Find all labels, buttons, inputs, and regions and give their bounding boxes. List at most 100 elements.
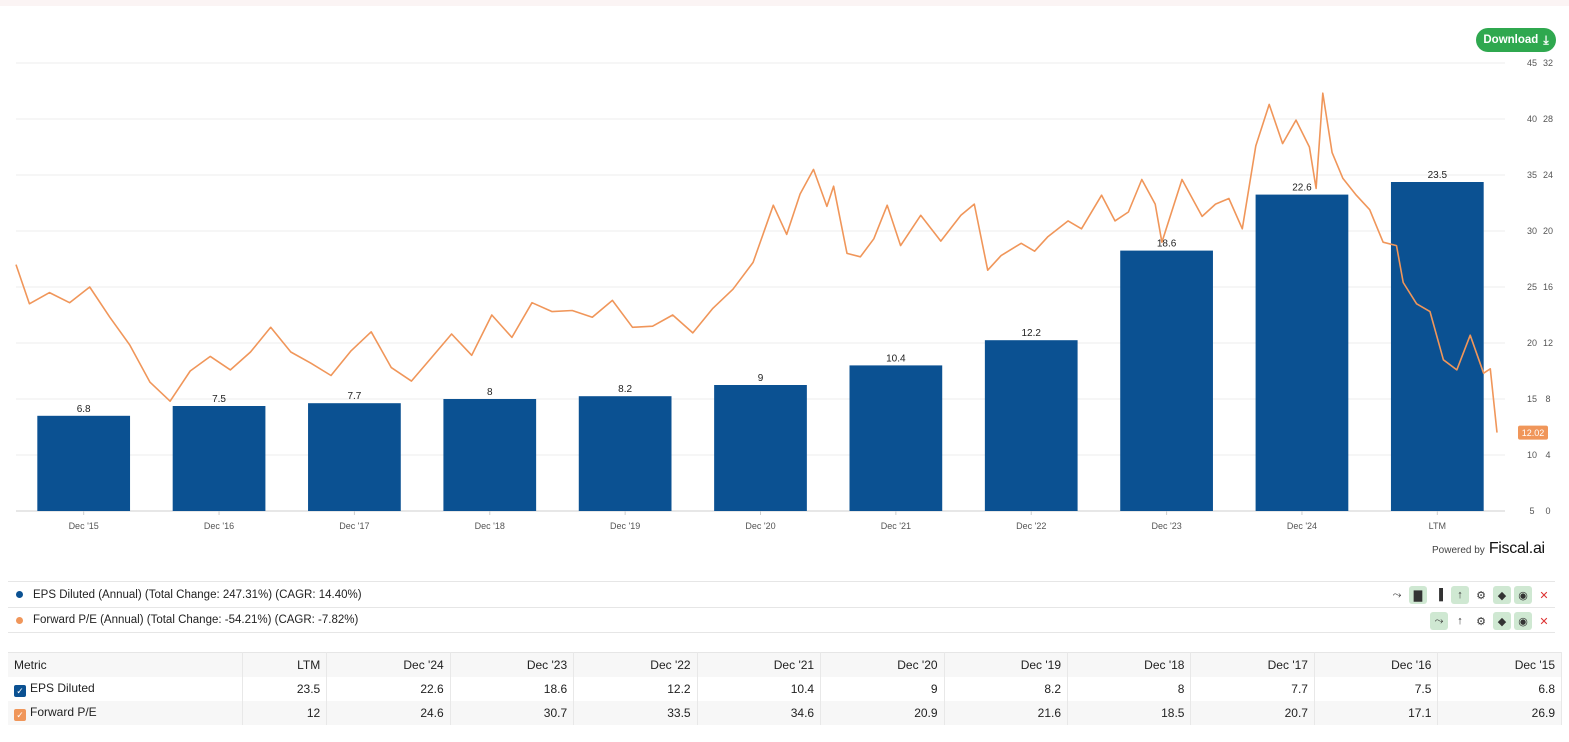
table-cell: 17.1	[1314, 701, 1439, 725]
x-tick-label: Dec '20	[745, 521, 775, 531]
legend-dot-eps	[16, 591, 23, 598]
eps-bar	[308, 403, 401, 511]
eps-bar-label: 7.7	[347, 391, 361, 402]
gear-icon[interactable]: ⚙	[1476, 615, 1486, 628]
column-header: Dec '19	[944, 652, 1069, 677]
download-button[interactable]: Download ⤓	[1476, 28, 1556, 52]
legend-row-pe[interactable]: Forward P/E (Annual) (Total Change: -54.…	[8, 607, 1555, 633]
legend-label-pe: Forward P/E (Annual) (Total Change: -54.…	[33, 614, 359, 626]
eps-bar	[1390, 182, 1484, 511]
eps-bar-label: 10.4	[886, 353, 906, 364]
table-header-row: Metric LTM Dec '24 Dec '23 Dec '22 Dec '…	[8, 652, 1562, 677]
tag-icon[interactable]: ◆	[1493, 612, 1511, 630]
eps-bar	[37, 415, 131, 511]
x-tick-label: Dec '23	[1151, 521, 1181, 531]
y-tick-label-eps: 16	[1543, 282, 1553, 292]
y-tick-label-eps: 4	[1545, 450, 1550, 460]
eps-bar	[849, 365, 943, 511]
column-header: Dec '23	[450, 652, 575, 677]
legend-dot-pe	[16, 616, 23, 624]
close-icon[interactable]: ✕	[1539, 615, 1549, 628]
column-header: Dec '17	[1190, 652, 1315, 677]
grouped-bar-icon[interactable]: ▐	[1435, 589, 1443, 601]
y-tick-label-pe: 25	[1527, 282, 1537, 292]
table-cell: 18.6	[450, 677, 575, 701]
legend-tools-eps: ⤳ ▇ ▐ ↑ ⚙ ◆ ◉ ✕	[1388, 586, 1553, 604]
table-cell: 10.4	[697, 677, 822, 701]
table-cell: 7.5	[1314, 677, 1439, 701]
eps-bar-label: 9	[758, 373, 764, 384]
table-cell: 24.6	[326, 701, 451, 725]
x-tick-label: Dec '21	[881, 521, 911, 531]
data-table: Metric LTM Dec '24 Dec '23 Dec '22 Dec '…	[8, 652, 1562, 725]
table-row: ✓ Forward P/E 12 24.6 30.7 33.5 34.6 20.9…	[8, 701, 1562, 725]
x-tick-label: Dec '24	[1287, 521, 1317, 531]
line-chart-icon[interactable]: ⤳	[1430, 612, 1448, 630]
forward-pe-line	[15, 92, 1498, 433]
eps-bar	[578, 396, 672, 511]
column-header: Metric	[8, 652, 243, 677]
legend-row-eps[interactable]: EPS Diluted (Annual) (Total Change: 247.…	[8, 581, 1555, 607]
y-tick-label-eps: 24	[1543, 170, 1553, 180]
table-cell: 20.9	[820, 701, 945, 725]
y-tick-label-pe: 40	[1527, 114, 1537, 124]
eps-bar	[984, 340, 1078, 511]
eps-pe-chart: 0 5 4 10 8 15 12 20 16 25 20 30 24 35 28 40 32 45 6.8 7.5 7.…	[15, 58, 1553, 531]
table-cell: 33.5	[573, 701, 698, 725]
axis-icon[interactable]: ↑	[1457, 615, 1463, 627]
line-chart-icon[interactable]: ⤳	[1392, 588, 1402, 601]
column-header: LTM	[242, 652, 328, 677]
column-header: Dec '15	[1437, 652, 1562, 677]
metric-name: EPS Diluted	[30, 681, 95, 695]
axis-icon[interactable]: ↑	[1451, 586, 1469, 604]
x-tick-label: Dec '15	[69, 521, 99, 531]
x-tick-label: Dec '18	[475, 521, 505, 531]
column-header: Dec '18	[1067, 652, 1192, 677]
y-tick-label-eps: 8	[1545, 394, 1550, 404]
gear-icon[interactable]: ⚙	[1476, 589, 1486, 602]
checkbox-pe[interactable]: ✓	[14, 709, 26, 721]
table-cell: 9	[820, 677, 945, 701]
metric-cell: ✓ Forward P/E	[8, 701, 243, 725]
table-cell: 26.9	[1437, 701, 1562, 725]
table-cell: 30.7	[450, 701, 575, 725]
y-tick-label-pe: 45	[1527, 58, 1537, 68]
column-header: Dec '22	[573, 652, 698, 677]
eps-bar-label: 8.2	[618, 384, 632, 395]
eye-icon[interactable]: ◉	[1514, 612, 1532, 630]
x-tick-label: Dec '16	[204, 521, 234, 531]
column-header: Dec '16	[1314, 652, 1439, 677]
close-icon[interactable]: ✕	[1539, 589, 1549, 602]
bar-chart-icon[interactable]: ▇	[1409, 586, 1427, 604]
table-cell: 12	[242, 701, 328, 725]
brand-logo: Fiscal.ai	[1488, 540, 1545, 557]
x-tick-label: LTM	[1429, 521, 1446, 531]
download-icon: ⤓	[1543, 33, 1549, 47]
tag-icon[interactable]: ◆	[1493, 586, 1511, 604]
table-cell: 22.6	[326, 677, 451, 701]
last-value-label: 12.02	[1522, 428, 1545, 438]
eps-bar-label: 6.8	[77, 404, 91, 415]
metric-cell: ✓ EPS Diluted	[8, 677, 243, 701]
eps-bar	[172, 406, 266, 511]
powered-by-text: Powered by	[1432, 545, 1485, 556]
table-cell: 20.7	[1190, 701, 1315, 725]
eps-bar-label: 23.5	[1428, 170, 1448, 181]
powered-by: Powered by Fiscal.ai	[1432, 540, 1545, 558]
y-tick-label-pe: 5	[1529, 506, 1534, 516]
y-tick-label-eps: 32	[1543, 58, 1553, 68]
eye-icon[interactable]: ◉	[1514, 586, 1532, 604]
legend-label-eps: EPS Diluted (Annual) (Total Change: 247.…	[33, 588, 362, 601]
metric-name: Forward P/E	[30, 705, 97, 719]
table-cell: 18.5	[1067, 701, 1192, 725]
top-strip	[0, 0, 1569, 6]
y-tick-label-pe: 20	[1527, 338, 1537, 348]
table-row: ✓ EPS Diluted 23.5 22.6 18.6 12.2 10.4 9 …	[8, 677, 1562, 701]
y-tick-label-eps: 28	[1543, 114, 1553, 124]
checkbox-eps[interactable]: ✓	[14, 685, 26, 697]
eps-bar-label: 12.2	[1021, 328, 1041, 339]
legend-tools-pe: ⤳ ↑ ⚙ ◆ ◉ ✕	[1430, 612, 1553, 630]
y-tick-label-pe: 15	[1527, 394, 1537, 404]
table-cell: 7.7	[1190, 677, 1315, 701]
table-cell: 12.2	[573, 677, 698, 701]
